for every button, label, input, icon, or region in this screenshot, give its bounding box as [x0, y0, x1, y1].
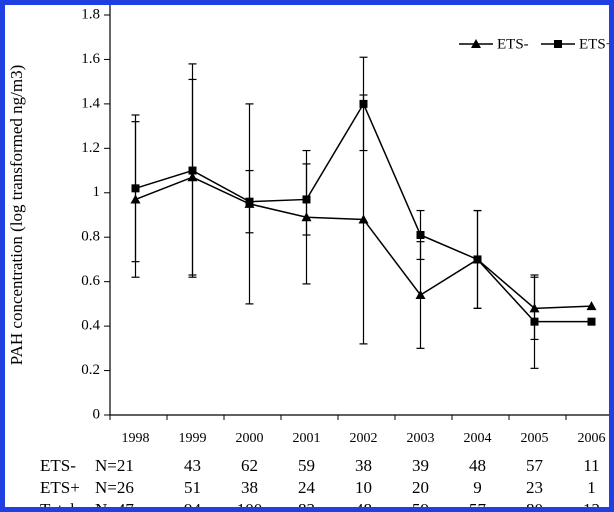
marker-square — [188, 166, 197, 175]
x-tick-label: 1999 — [179, 431, 207, 446]
table-cell: 1 — [587, 478, 596, 497]
y-tick-label: 0 — [93, 406, 101, 422]
x-tick-label: 2003 — [407, 431, 435, 446]
legend-label: ETS+ — [579, 36, 614, 52]
table-cell: 23 — [526, 478, 543, 497]
table-row-label: ETS- — [40, 456, 76, 475]
table-cell: 59 — [298, 456, 315, 475]
marker-square — [245, 197, 254, 206]
table-cell: 9 — [473, 478, 482, 497]
table-cell: N=21 — [95, 456, 134, 475]
marker-triangle — [586, 301, 597, 311]
marker-square — [587, 317, 596, 326]
x-tick-label: 2002 — [350, 431, 378, 446]
x-tick-label: 2000 — [236, 431, 264, 446]
table-cell: 57 — [526, 456, 544, 475]
marker-square — [416, 231, 425, 239]
y-axis-label: PAH concentration (log transformed ng/m3… — [7, 65, 26, 366]
y-tick-label: 0.6 — [81, 273, 100, 289]
table-cell: 39 — [412, 456, 429, 475]
table-cell: 38 — [241, 478, 258, 497]
table-cell: 11 — [583, 456, 599, 475]
y-tick-label: 0.8 — [81, 229, 100, 245]
x-tick-label: 2004 — [464, 431, 492, 446]
marker-square — [554, 40, 562, 48]
marker-square — [530, 317, 539, 326]
x-tick-label: 2005 — [521, 431, 549, 446]
table-cell: 51 — [184, 478, 201, 497]
table-cell: 43 — [184, 456, 201, 475]
marker-triangle — [471, 39, 481, 48]
marker-square — [473, 255, 482, 264]
table-row-label: ETS+ — [40, 478, 80, 497]
table-cell: 24 — [298, 478, 316, 497]
table-cell: N=26 — [95, 478, 134, 497]
table-cell: 48 — [469, 456, 486, 475]
y-tick-label: 0.4 — [81, 318, 100, 334]
table-cell: 62 — [241, 456, 258, 475]
table-cell: 20 — [412, 478, 429, 497]
y-tick-label: 1.2 — [81, 140, 100, 156]
y-tick-label: 0.2 — [81, 362, 100, 378]
table-cell: 10 — [355, 478, 372, 497]
table-cell: 38 — [355, 456, 372, 475]
marker-square — [302, 195, 311, 204]
y-tick-label: 1.8 — [81, 6, 100, 22]
x-tick-label: 2006 — [578, 431, 606, 446]
marker-triangle — [358, 214, 369, 224]
y-tick-label: 1 — [93, 184, 101, 200]
marker-triangle — [415, 290, 426, 299]
x-tick-label: 1998 — [122, 431, 150, 446]
y-tick-label: 1.4 — [81, 95, 100, 111]
x-tick-label: 2001 — [293, 431, 321, 446]
legend-label: ETS- — [497, 36, 529, 52]
marker-square — [131, 184, 140, 193]
marker-square — [359, 99, 368, 108]
y-tick-label: 1.6 — [81, 51, 100, 67]
